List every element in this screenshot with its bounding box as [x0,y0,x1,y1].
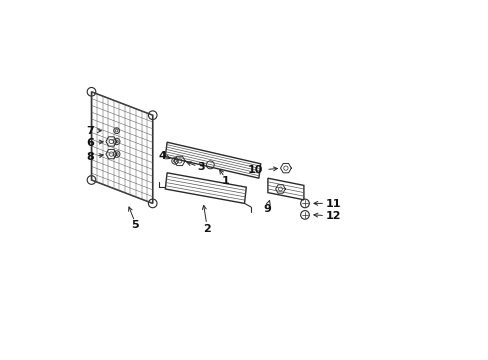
Text: 5: 5 [131,220,138,230]
Text: 7: 7 [86,126,94,136]
Text: 9: 9 [263,204,270,214]
Text: 10: 10 [247,165,263,175]
Text: 11: 11 [325,199,341,209]
Text: 3: 3 [197,162,205,172]
Text: 4: 4 [158,150,166,161]
Text: 8: 8 [86,152,94,162]
Text: 12: 12 [325,211,341,221]
Text: 1: 1 [222,176,229,186]
Text: 2: 2 [203,224,210,234]
Text: 6: 6 [86,138,94,148]
